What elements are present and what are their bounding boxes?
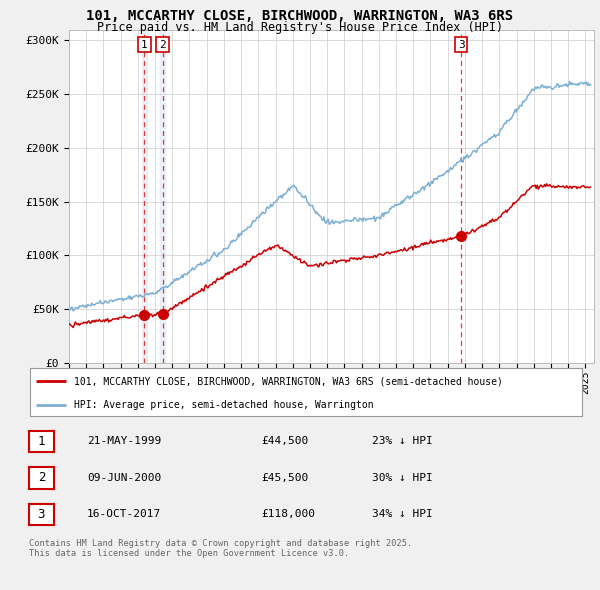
- Text: Contains HM Land Registry data © Crown copyright and database right 2025.
This d: Contains HM Land Registry data © Crown c…: [29, 539, 412, 558]
- Text: 30% ↓ HPI: 30% ↓ HPI: [372, 473, 433, 483]
- Text: £118,000: £118,000: [261, 510, 315, 519]
- Text: 16-OCT-2017: 16-OCT-2017: [87, 510, 161, 519]
- Text: 2: 2: [38, 471, 45, 484]
- Text: 3: 3: [38, 508, 45, 521]
- Text: £45,500: £45,500: [261, 473, 308, 483]
- Text: Price paid vs. HM Land Registry's House Price Index (HPI): Price paid vs. HM Land Registry's House …: [97, 21, 503, 34]
- Text: 21-MAY-1999: 21-MAY-1999: [87, 437, 161, 446]
- Text: 101, MCCARTHY CLOSE, BIRCHWOOD, WARRINGTON, WA3 6RS: 101, MCCARTHY CLOSE, BIRCHWOOD, WARRINGT…: [86, 9, 514, 23]
- Bar: [142, 30, 147, 363]
- Bar: [160, 30, 165, 363]
- Text: 23% ↓ HPI: 23% ↓ HPI: [372, 437, 433, 446]
- Text: 09-JUN-2000: 09-JUN-2000: [87, 473, 161, 483]
- Text: 3: 3: [458, 40, 464, 50]
- Text: 2: 2: [159, 40, 166, 50]
- Text: 101, MCCARTHY CLOSE, BIRCHWOOD, WARRINGTON, WA3 6RS (semi-detached house): 101, MCCARTHY CLOSE, BIRCHWOOD, WARRINGT…: [74, 376, 503, 386]
- Text: HPI: Average price, semi-detached house, Warrington: HPI: Average price, semi-detached house,…: [74, 400, 374, 410]
- Text: 1: 1: [38, 435, 45, 448]
- Text: 1: 1: [141, 40, 148, 50]
- Text: £44,500: £44,500: [261, 437, 308, 446]
- Text: 34% ↓ HPI: 34% ↓ HPI: [372, 510, 433, 519]
